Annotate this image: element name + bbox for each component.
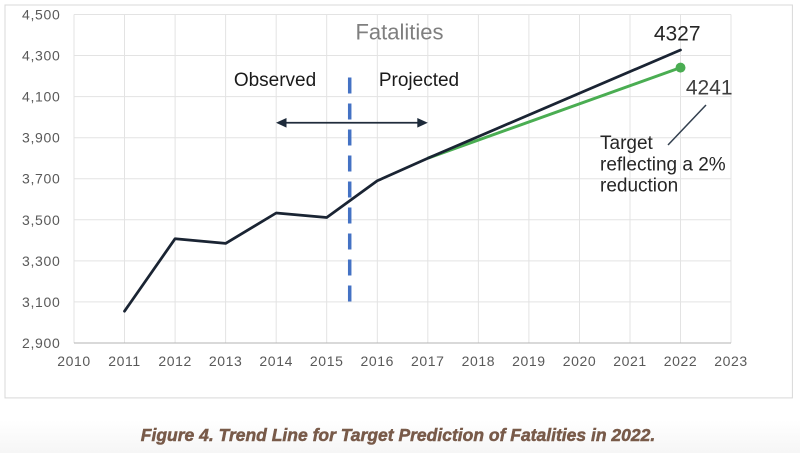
svg-text:2021: 2021: [613, 353, 647, 369]
svg-text:Target: Target: [600, 133, 654, 154]
svg-text:3,300: 3,300: [22, 253, 61, 269]
svg-text:2012: 2012: [158, 353, 192, 369]
svg-text:Figure 4. Trend Line for Targe: Figure 4. Trend Line for Target Predicti…: [141, 425, 655, 445]
svg-text:3,900: 3,900: [22, 130, 61, 146]
svg-text:2019: 2019: [512, 353, 546, 369]
svg-text:3,100: 3,100: [22, 294, 61, 310]
svg-text:Projected: Projected: [379, 70, 459, 91]
svg-text:2016: 2016: [361, 353, 395, 369]
svg-text:2014: 2014: [259, 353, 293, 369]
svg-text:2017: 2017: [411, 353, 445, 369]
svg-text:2015: 2015: [310, 353, 344, 369]
svg-text:3,700: 3,700: [22, 171, 61, 187]
svg-text:Fatalities: Fatalities: [355, 19, 443, 44]
svg-text:2011: 2011: [108, 353, 141, 369]
svg-text:4,300: 4,300: [22, 48, 61, 64]
svg-text:4,500: 4,500: [22, 7, 61, 23]
svg-text:2023: 2023: [714, 353, 748, 369]
svg-text:4241: 4241: [686, 77, 733, 100]
svg-text:2013: 2013: [209, 353, 243, 369]
svg-text:reflecting a 2%: reflecting a 2%: [600, 155, 726, 176]
svg-text:4327: 4327: [654, 22, 701, 45]
svg-text:Observed: Observed: [234, 70, 316, 91]
svg-text:3,500: 3,500: [22, 212, 61, 228]
svg-text:2,900: 2,900: [22, 335, 61, 351]
svg-text:2022: 2022: [664, 353, 698, 369]
svg-text:2010: 2010: [57, 353, 91, 369]
svg-text:4,100: 4,100: [22, 89, 61, 105]
svg-text:2020: 2020: [563, 353, 597, 369]
svg-text:reduction: reduction: [600, 176, 678, 197]
svg-text:2018: 2018: [462, 353, 496, 369]
